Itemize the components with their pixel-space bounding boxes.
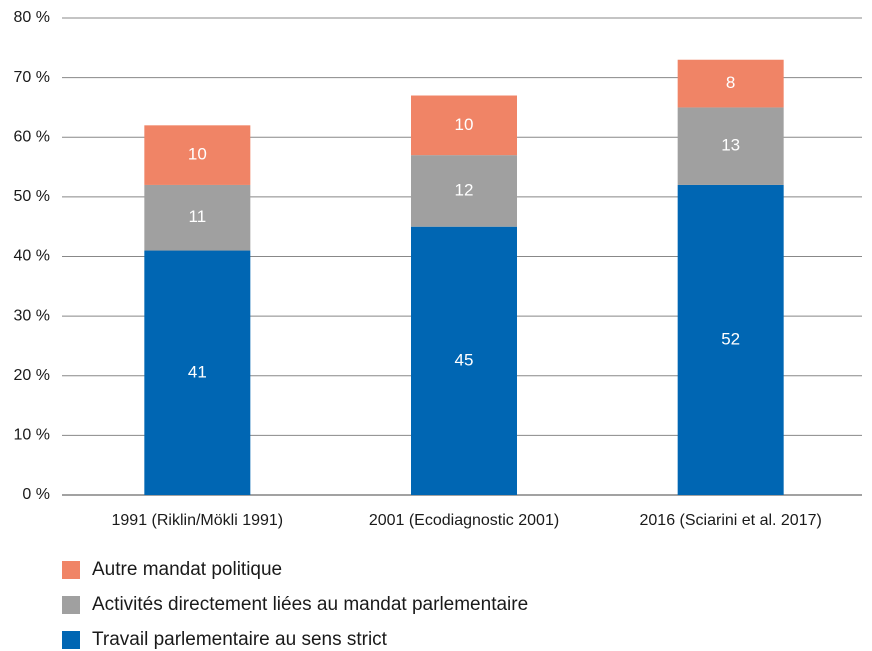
x-tick-label: 2016 (Sciarini et al. 2017): [640, 512, 822, 529]
legend-label: Autre mandat politique: [92, 559, 282, 580]
y-tick-label: 70 %: [14, 69, 50, 86]
y-tick-label: 60 %: [14, 128, 50, 145]
y-tick-label: 0 %: [22, 486, 50, 503]
x-tick-label: 1991 (Riklin/Mökli 1991): [112, 512, 284, 529]
y-tick-label: 20 %: [14, 367, 50, 384]
bar-segment: [677, 184, 784, 495]
value-label: 8: [726, 73, 735, 92]
y-tick-label: 50 %: [14, 188, 50, 205]
value-label: 10: [455, 115, 474, 134]
value-label: 52: [721, 329, 740, 348]
bar-segment: [677, 59, 784, 108]
y-tick-label: 30 %: [14, 307, 50, 324]
x-tick-label: 2001 (Ecodiagnostic 2001): [369, 512, 559, 529]
bar-segment: [144, 184, 251, 251]
bar-segment: [144, 250, 251, 495]
value-label: 10: [188, 145, 207, 164]
value-label: 41: [188, 362, 207, 381]
y-tick-label: 10 %: [14, 427, 50, 444]
y-tick-label: 40 %: [14, 248, 50, 265]
legend-swatch: [62, 631, 80, 649]
value-label: 12: [455, 180, 474, 199]
bar-segment: [677, 107, 784, 185]
value-label: 13: [721, 136, 740, 155]
legend-label: Activités directement liées au mandat pa…: [92, 594, 528, 615]
value-label: 45: [455, 350, 474, 369]
bar-segment: [144, 125, 251, 185]
bar-segment: [411, 155, 517, 227]
y-tick-label: 80 %: [14, 9, 50, 26]
legend-swatch: [62, 561, 80, 579]
bar-segment: [411, 95, 517, 156]
legend-label: Travail parlementaire au sens strict: [92, 629, 388, 650]
value-label: 11: [189, 207, 207, 226]
legend-swatch: [62, 596, 80, 614]
bar-segment: [411, 226, 517, 495]
